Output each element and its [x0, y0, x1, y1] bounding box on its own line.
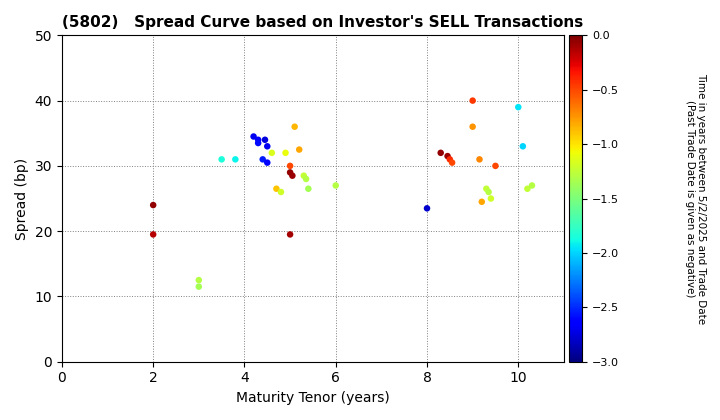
Point	[513, 104, 524, 110]
Point	[435, 150, 446, 156]
X-axis label: Maturity Tenor (years): Maturity Tenor (years)	[236, 391, 390, 405]
Point	[193, 284, 204, 290]
Point	[421, 205, 433, 212]
Point	[257, 156, 269, 163]
Y-axis label: Spread (bp): Spread (bp)	[15, 158, 29, 239]
Point	[266, 150, 278, 156]
Point	[330, 182, 341, 189]
Point	[261, 143, 273, 150]
Point	[253, 140, 264, 147]
Point	[474, 156, 485, 163]
Text: (5802)   Spread Curve based on Investor's SELL Transactions: (5802) Spread Curve based on Investor's …	[62, 15, 583, 30]
Point	[148, 231, 159, 238]
Point	[300, 176, 312, 182]
Point	[275, 189, 287, 195]
Y-axis label: Time in years between 5/2/2025 and Trade Date
(Past Trade Date is given as negat: Time in years between 5/2/2025 and Trade…	[685, 73, 706, 324]
Point	[490, 163, 501, 169]
Point	[442, 153, 454, 160]
Point	[261, 159, 273, 166]
Point	[271, 185, 282, 192]
Point	[446, 159, 458, 166]
Point	[467, 123, 478, 130]
Point	[259, 136, 271, 143]
Point	[294, 146, 305, 153]
Point	[284, 169, 296, 176]
Point	[253, 136, 264, 143]
Point	[148, 202, 159, 208]
Point	[483, 189, 495, 195]
Point	[526, 182, 538, 189]
Point	[476, 198, 487, 205]
Point	[280, 150, 292, 156]
Point	[485, 195, 497, 202]
Point	[522, 185, 534, 192]
Point	[230, 156, 241, 163]
Point	[517, 143, 528, 150]
Point	[193, 277, 204, 284]
Point	[248, 133, 259, 140]
Point	[444, 156, 456, 163]
Point	[284, 231, 296, 238]
Point	[216, 156, 228, 163]
Point	[298, 172, 310, 179]
Point	[467, 97, 478, 104]
Point	[284, 163, 296, 169]
Point	[302, 185, 314, 192]
Point	[289, 123, 300, 130]
Point	[287, 172, 298, 179]
Point	[480, 185, 492, 192]
